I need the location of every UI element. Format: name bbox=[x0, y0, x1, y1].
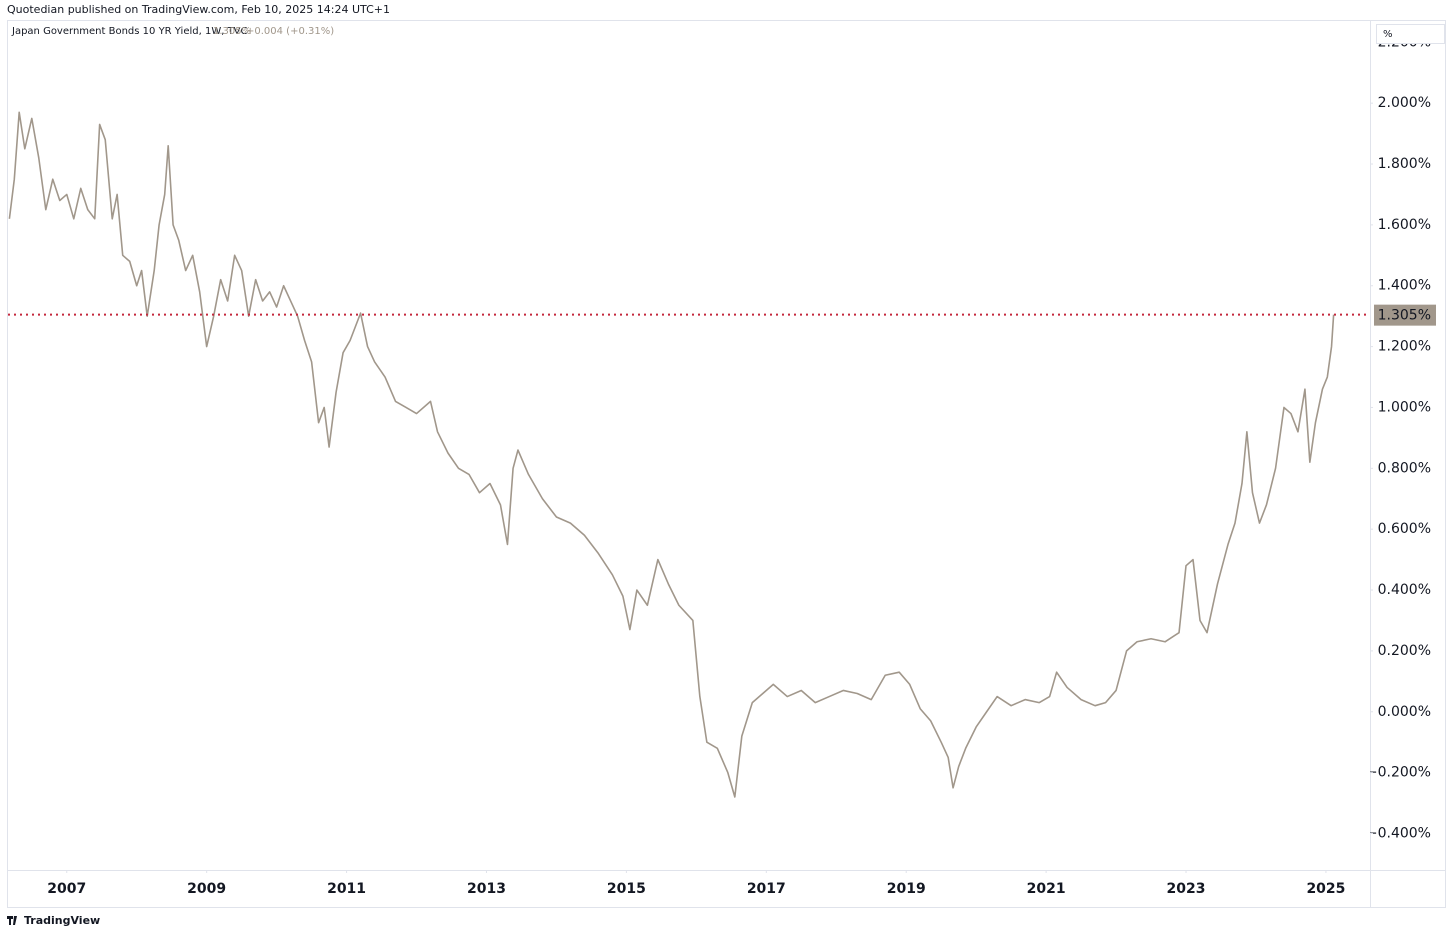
y-tick-label: 0.200% bbox=[1378, 643, 1431, 659]
y-tick-label: 0.400% bbox=[1378, 582, 1431, 598]
plot bbox=[8, 111, 1335, 798]
y-tick-label: −0.400% bbox=[1366, 825, 1431, 841]
price-label-box bbox=[1374, 304, 1436, 326]
line-series bbox=[8, 111, 1335, 798]
logo bbox=[7, 916, 17, 925]
unit-box[interactable] bbox=[1376, 24, 1445, 44]
y-tick-label: 2.200% bbox=[1378, 34, 1431, 50]
x-tick-label: 2021 bbox=[1027, 881, 1066, 897]
header: Quotedian published on TradingView.com, … bbox=[7, 3, 390, 16]
legend-name: Japan Government Bonds 10 YR Yield, 1W, … bbox=[11, 26, 248, 37]
y-tick-label: 2.000% bbox=[1378, 95, 1431, 111]
price-label: 1.305% bbox=[1378, 308, 1431, 324]
y-tick-label: 0.000% bbox=[1378, 704, 1431, 720]
x-tick-label: 2019 bbox=[887, 881, 926, 897]
footer: TradingView bbox=[24, 914, 100, 927]
y-tick-label: 0.800% bbox=[1378, 460, 1431, 476]
y-tick-label: −0.200% bbox=[1366, 765, 1431, 781]
y-axis: −0.400% −0.200% 0.000% 0.200% 0.400% 0.600% 0.… bbox=[1366, 34, 1431, 841]
unit-label: % bbox=[1383, 29, 1393, 40]
y-tick-label: 1.400% bbox=[1378, 278, 1431, 294]
x-tick-label: 2015 bbox=[607, 881, 646, 897]
legend-last: 1.305% bbox=[213, 26, 251, 37]
x-tick-label: 2011 bbox=[327, 881, 366, 897]
x-tick-label: 2017 bbox=[747, 881, 786, 897]
y-tick-label: 0.600% bbox=[1378, 521, 1431, 537]
x-tick-label: 2013 bbox=[467, 881, 506, 897]
frame bbox=[7, 20, 1446, 908]
y-tick-label: 1.600% bbox=[1378, 217, 1431, 233]
x-tick-label: 2025 bbox=[1306, 881, 1345, 897]
x-tick-label: 2007 bbox=[47, 881, 86, 897]
y-tick-label: 1.000% bbox=[1378, 399, 1431, 415]
legend-change: +0.004 (+0.31%) bbox=[246, 26, 334, 37]
y-tick-label: 1.200% bbox=[1378, 339, 1431, 355]
y-tick-label: 1.800% bbox=[1378, 156, 1431, 172]
x-tick-label: 2023 bbox=[1167, 881, 1206, 897]
x-tick-label: 2009 bbox=[187, 881, 226, 897]
